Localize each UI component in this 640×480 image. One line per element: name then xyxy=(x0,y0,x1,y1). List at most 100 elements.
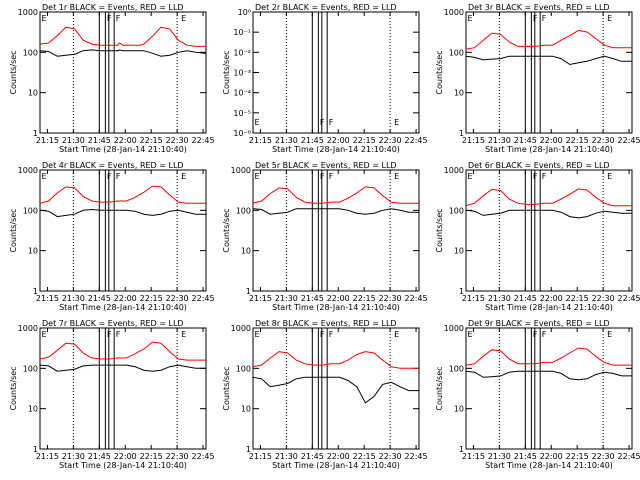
x-tick-label: 22:45 xyxy=(618,452,640,461)
lld-series-line xyxy=(252,351,419,369)
x-tick-label: 22:00 xyxy=(114,136,137,145)
y-tick-label: 10 xyxy=(454,405,464,414)
event-marker: F xyxy=(116,330,121,339)
x-axis-label: Start Time (28-Jan-14 21:10:40) xyxy=(485,303,613,312)
plot-frame xyxy=(39,11,207,134)
lld-series-line xyxy=(252,186,419,204)
x-tick-label: 21:15 xyxy=(36,452,59,461)
x-tick-label: 22:30 xyxy=(166,452,189,461)
x-tick-label: 22:30 xyxy=(379,452,402,461)
events-series-line xyxy=(252,376,419,404)
lld-series-line xyxy=(39,26,206,47)
interval-box xyxy=(321,11,328,134)
event-marker: E xyxy=(394,118,399,127)
events-series-line xyxy=(465,370,632,381)
x-tick-label: 22:00 xyxy=(540,452,563,461)
event-marker: E xyxy=(181,172,186,181)
y-tick-label: 100 xyxy=(23,48,38,57)
interval-box xyxy=(98,11,106,134)
x-tick-label: 21:15 xyxy=(36,136,59,145)
x-tick-label: 22:00 xyxy=(327,136,350,145)
y-tick-label: 1000 xyxy=(18,166,38,175)
x-tick-label: 22:30 xyxy=(166,294,189,303)
x-tick-label: 22:45 xyxy=(192,136,215,145)
y-tick-label: 10 xyxy=(241,405,251,414)
y-tick-label: 1000 xyxy=(18,8,38,17)
events-series-line xyxy=(39,364,206,372)
y-tick-label: 100 xyxy=(236,206,251,215)
interval-box xyxy=(534,11,541,134)
lld-series-line xyxy=(465,347,632,366)
y-tick-label: 10 xyxy=(454,89,464,98)
x-axis-label: Start Time (28-Jan-14 21:10:40) xyxy=(59,303,187,312)
panel-title: Det 7r BLACK = Events, RED = LLD xyxy=(42,319,184,328)
plot-frame xyxy=(39,169,207,292)
x-tick-label: 21:45 xyxy=(301,136,324,145)
interval-box xyxy=(108,11,115,134)
panel-title: Det 3r BLACK = Events, RED = LLD xyxy=(468,3,610,12)
y-tick-label: 10 xyxy=(28,247,38,256)
y-tick-label: 10 xyxy=(241,247,251,256)
x-tick-label: 21:15 xyxy=(462,294,485,303)
interval-box xyxy=(311,169,319,292)
x-tick-label: 22:15 xyxy=(353,294,376,303)
event-marker: F xyxy=(542,172,547,181)
event-marker: F xyxy=(107,172,112,181)
plot-frame xyxy=(465,169,633,292)
y-tick-label: 1 xyxy=(246,287,251,296)
x-tick-label: 21:45 xyxy=(514,136,537,145)
x-tick-label: 21:30 xyxy=(488,294,511,303)
x-tick-label: 22:00 xyxy=(540,136,563,145)
event-marker: E xyxy=(468,172,473,181)
events-series-line xyxy=(39,208,206,218)
lld-series-line xyxy=(465,29,632,50)
lld-series-line xyxy=(39,185,206,204)
event-marker: F xyxy=(320,330,325,339)
interval-box xyxy=(524,11,532,134)
x-tick-label: 21:15 xyxy=(462,452,485,461)
panel-title: Det 9r BLACK = Events, RED = LLD xyxy=(468,319,610,328)
lld-series-line xyxy=(39,341,206,361)
y-tick-label: 1000 xyxy=(18,324,38,333)
y-axis-label: Counts/sec xyxy=(435,50,444,94)
panel-title: Det 2r BLACK = Events, RED = LLD xyxy=(255,3,397,12)
x-tick-label: 22:30 xyxy=(379,136,402,145)
events-series-line xyxy=(252,208,419,215)
x-tick-label: 21:45 xyxy=(88,452,111,461)
y-tick-label: 100 xyxy=(449,48,464,57)
y-tick-label: 100 xyxy=(23,364,38,373)
y-tick-label: 1000 xyxy=(444,8,464,17)
events-series-line xyxy=(465,209,632,219)
y-tick-label: 1000 xyxy=(231,166,251,175)
y-axis-label: Counts/sec xyxy=(222,208,231,252)
x-axis-label: Start Time (28-Jan-14 21:10:40) xyxy=(272,303,400,312)
plot-frame xyxy=(252,327,420,450)
x-tick-label: 21:15 xyxy=(249,452,272,461)
y-tick-label: 10⁻³ xyxy=(233,69,251,78)
x-tick-label: 22:30 xyxy=(592,294,615,303)
events-series-line xyxy=(39,49,206,57)
event-marker: E xyxy=(607,14,612,23)
y-tick-label: 10⁰ xyxy=(238,8,251,17)
x-tick-label: 21:30 xyxy=(62,452,85,461)
x-tick-label: 22:15 xyxy=(566,294,589,303)
x-tick-label: 21:30 xyxy=(275,294,298,303)
interval-box xyxy=(534,327,541,450)
event-marker: F xyxy=(542,330,547,339)
x-tick-label: 21:30 xyxy=(62,294,85,303)
event-marker: E xyxy=(42,172,47,181)
event-marker: F xyxy=(320,118,325,127)
panel-title: Det 6r BLACK = Events, RED = LLD xyxy=(468,161,610,170)
y-tick-label: 100 xyxy=(23,206,38,215)
event-marker: F xyxy=(533,330,538,339)
y-tick-label: 100 xyxy=(449,206,464,215)
y-axis-label: Counts/sec xyxy=(9,366,18,410)
panel-title: Det 4r BLACK = Events, RED = LLD xyxy=(42,161,184,170)
x-tick-label: 21:15 xyxy=(249,294,272,303)
x-tick-label: 22:45 xyxy=(405,136,428,145)
event-marker: F xyxy=(320,172,325,181)
